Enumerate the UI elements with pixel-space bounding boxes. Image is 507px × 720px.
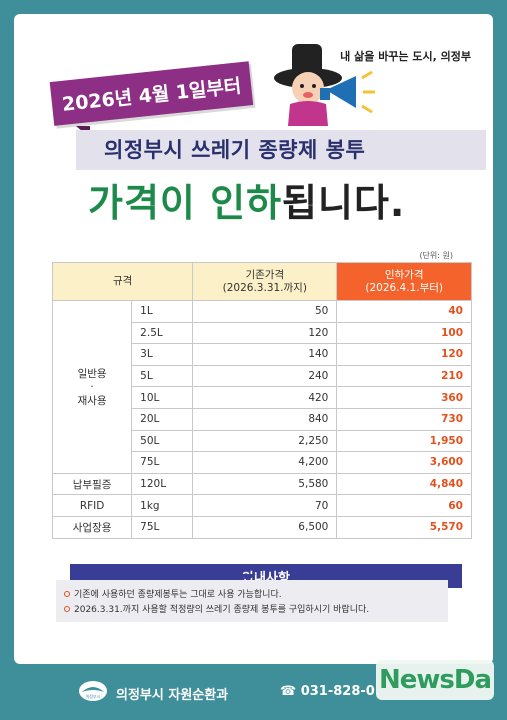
new-price-cell: 40	[336, 300, 472, 323]
new-price-cell: 1,950	[336, 429, 472, 453]
title-highlight-bar	[76, 130, 486, 170]
new-price-cell: 5,570	[336, 515, 472, 539]
size-cell: 10L	[131, 386, 194, 409]
effective-date-banner: 2026년 4월 1일부터	[49, 61, 254, 126]
old-price-cell: 70	[192, 494, 338, 517]
old-price-cell: 4,200	[192, 451, 338, 474]
title-suffix-text: 됩니다.	[282, 181, 406, 225]
table-row: 20L 840 730	[53, 407, 472, 431]
title-highlight-text: 가격이 인하	[88, 181, 283, 225]
size-cell: 120L	[131, 472, 194, 496]
size-cell: 2.5L	[131, 321, 194, 345]
table-row: 5L 240 210	[53, 364, 472, 388]
bullet-icon	[64, 605, 70, 612]
table-row: 75L 4,200 3,600	[53, 451, 472, 474]
unit-note: (단위: 원)	[419, 251, 453, 260]
mascot-megaphone-icon	[274, 44, 375, 126]
page-title-line1: 의정부시 쓰레기 종량제 봉투	[104, 138, 366, 162]
size-cell: 1L	[131, 300, 194, 323]
table-row: 10L 420 360	[53, 386, 472, 409]
category-cell: RFID	[51, 494, 133, 517]
size-cell: 20L	[131, 407, 194, 431]
table-row: 납부필증 120L 5,580 4,840	[51, 472, 472, 496]
new-price-cell: 210	[336, 364, 472, 388]
old-price-cell: 120	[192, 321, 338, 345]
notice-heading-pointer	[240, 574, 256, 581]
new-price-cell: 100	[336, 321, 472, 345]
bullet-icon	[64, 590, 70, 597]
new-price-cell: 360	[336, 386, 472, 409]
emblem-text: 의정부시	[86, 693, 101, 699]
category-cell: 사업장용	[51, 515, 133, 539]
header-old-price: 기존가격 (2026.3.31.까지)	[192, 262, 338, 301]
old-price-cell: 2,250	[192, 429, 338, 453]
old-price-cell: 6,500	[192, 515, 338, 539]
city-brand-logo: 내 삶을 바꾸는 도시, 의정부	[340, 50, 471, 63]
old-price-cell: 50	[192, 300, 338, 323]
page-title-line2: 가격이 인하됩니다.	[88, 172, 405, 227]
price-table: 규격 기존가격 (2026.3.31.까지) 인하가격 (2026.4.1.부터…	[51, 262, 472, 539]
table-row: RFID 1kg 70 60	[51, 494, 472, 517]
table-row: 3L 140 120	[53, 343, 472, 366]
size-cell: 75L	[131, 451, 194, 474]
city-emblem-icon: 의정부시	[79, 681, 107, 701]
table-row: 일반용 · 재사용 1L 50 40	[51, 300, 472, 474]
table-row: 사업장용 75L 6,500 5,570	[51, 515, 472, 539]
table-header-row: 규격 기존가격 (2026.3.31.까지) 인하가격 (2026.4.1.부터…	[51, 262, 472, 301]
new-price-cell: 4,840	[336, 472, 472, 496]
old-price-cell: 140	[192, 343, 338, 366]
footer-phone: ☎ 031-828-0	[280, 684, 375, 699]
size-cell: 5L	[131, 364, 194, 388]
category-general: 일반용 · 재사용	[51, 300, 133, 474]
new-price-cell: 60	[336, 494, 472, 517]
size-cell: 50L	[131, 429, 194, 453]
poster-card: 내 삶을 바꾸는 도시, 의정부 2026년 4월 1일부터 의정부시 쓰레기 …	[14, 14, 493, 664]
new-price-cell: 730	[336, 407, 472, 431]
category-cell: 납부필증	[51, 472, 133, 496]
old-price-cell: 240	[192, 364, 338, 388]
old-price-cell: 420	[192, 386, 338, 409]
new-price-cell: 120	[336, 343, 472, 366]
header-category: 규격	[51, 262, 194, 301]
header-new-price: 인하가격 (2026.4.1.부터)	[336, 262, 472, 301]
notice-box: 기존에 사용하던 종량제봉투는 그대로 사용 가능합니다. 2026.3.31.…	[56, 580, 448, 622]
size-cell: 1kg	[131, 494, 194, 517]
old-price-cell: 5,580	[192, 472, 338, 496]
new-price-cell: 3,600	[336, 451, 472, 474]
size-cell: 75L	[131, 515, 194, 539]
old-price-cell: 840	[192, 407, 338, 431]
size-cell: 3L	[131, 343, 194, 366]
list-item: 2026.3.31.까지 사용할 적정량의 쓰레기 종량제 봉투를 구입하시기 …	[64, 601, 440, 616]
list-item: 기존에 사용하던 종량제봉투는 그대로 사용 가능합니다.	[64, 586, 440, 601]
footer-department: 의정부시 자원순환과	[116, 688, 229, 703]
newsda-watermark-logo: NewsDa	[376, 660, 494, 700]
